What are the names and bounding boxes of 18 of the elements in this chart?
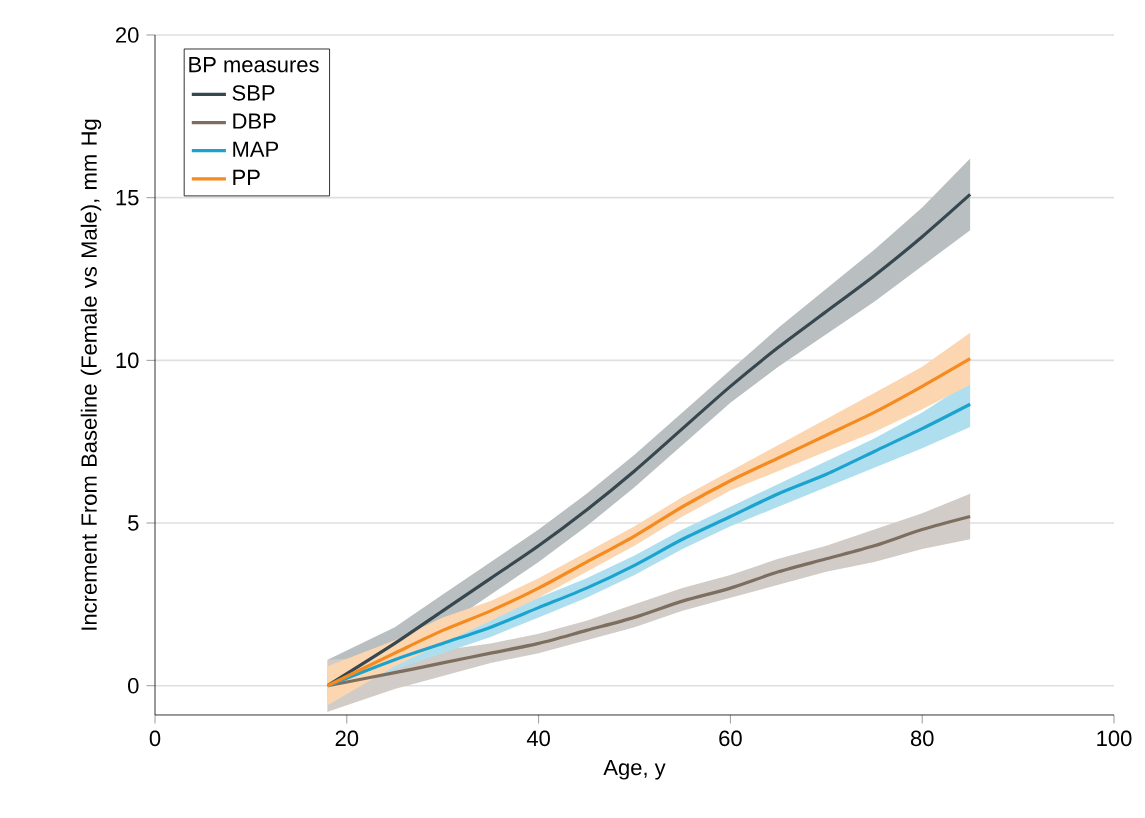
x-tick-label: 40 (526, 730, 550, 747)
legend-label: DBP (233, 113, 276, 129)
y-tick-label: 5 (128, 515, 139, 531)
x-tick-label: 0 (149, 730, 161, 747)
x-axis-title: Age, y (603, 759, 666, 780)
x-tick-label: 60 (719, 730, 742, 747)
x-tick-label: 20 (335, 730, 359, 747)
y-tick-label: 15 (116, 190, 139, 206)
legend-title: BP measures (189, 57, 319, 73)
x-tick-label: 80 (910, 730, 934, 747)
legend-label: SBP (232, 85, 275, 101)
y-axis-title: Increment From Baseline (Female vs Male), mm Hg (80, 119, 102, 630)
y-tick-label: 0 (128, 677, 139, 694)
x-tick-label: 100 (1097, 730, 1132, 747)
y-tick-label: 20 (116, 27, 139, 43)
legend-label: PP (233, 169, 260, 185)
y-tick-label: 10 (116, 352, 139, 369)
legend-label: MAP (233, 141, 279, 157)
